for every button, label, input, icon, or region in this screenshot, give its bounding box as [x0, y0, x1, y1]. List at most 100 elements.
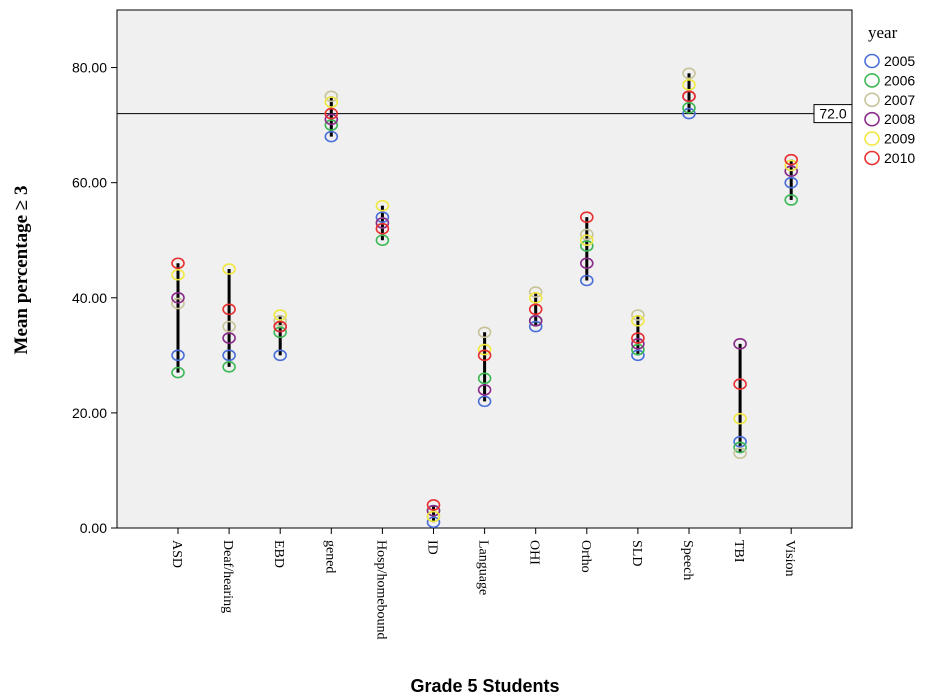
point-2010 — [631, 332, 645, 344]
point-2010 — [477, 349, 492, 362]
point-2006 — [171, 366, 185, 379]
legend-title: year — [868, 23, 898, 42]
point-2008 — [222, 332, 236, 344]
point-2009 — [426, 510, 441, 523]
y-tick-label: 40.00 — [72, 290, 107, 306]
point-2009 — [682, 79, 696, 91]
point-2010 — [273, 320, 288, 333]
plot-area — [116, 9, 853, 529]
point-2010 — [324, 107, 339, 120]
data-points — [171, 67, 799, 529]
x-tick-label: OHI — [527, 540, 542, 565]
x-tick-label: ASD — [169, 540, 184, 568]
point-2008 — [784, 165, 799, 177]
point-2009 — [375, 199, 390, 212]
point-2005 — [682, 107, 696, 120]
point-2009 — [171, 268, 185, 281]
point-2007 — [273, 314, 288, 327]
point-2005 — [733, 435, 747, 448]
point-2005 — [477, 395, 492, 408]
point-2005 — [375, 211, 390, 223]
point-2010 — [579, 211, 594, 223]
y-axis-title: Mean percentage ≥ 3 — [11, 186, 32, 355]
point-2008 — [477, 384, 492, 396]
point-2007 — [528, 286, 543, 298]
y-tick-label: 60.00 — [72, 175, 107, 191]
x-tick-label: Speech — [680, 540, 695, 580]
point-2007 — [171, 297, 185, 310]
point-2009 — [324, 96, 339, 108]
point-2010 — [733, 378, 747, 390]
legend-label-2006: 2006 — [884, 72, 915, 88]
point-2007 — [631, 309, 645, 321]
legend-marker-2010 — [864, 150, 880, 166]
x-tick-label: Vision — [782, 540, 797, 577]
point-2010 — [784, 153, 799, 166]
point-2009 — [222, 263, 236, 275]
point-2005 — [426, 516, 441, 529]
point-2009 — [631, 314, 645, 327]
y-axis: 0.00 20.00 40.00 60.00 80.00 — [72, 60, 117, 536]
point-2009 — [273, 309, 288, 321]
x-tick-label: EBD — [271, 540, 286, 568]
legend-marker-2005 — [864, 53, 880, 69]
point-2007 — [682, 67, 696, 80]
point-2010 — [171, 257, 185, 270]
point-2010 — [528, 303, 543, 316]
point-2006 — [733, 441, 747, 454]
point-2006 — [324, 119, 339, 131]
point-2009 — [528, 291, 543, 304]
legend-label-2005: 2005 — [884, 53, 915, 69]
point-2008 — [375, 217, 390, 229]
legend-label-2009: 2009 — [884, 131, 915, 147]
point-2007 — [579, 228, 594, 241]
point-2006 — [477, 372, 492, 385]
x-axis-title: Grade 5 Students — [410, 676, 559, 696]
x-tick-label: Ortho — [578, 540, 593, 573]
legend-label-2010: 2010 — [884, 150, 915, 166]
reference-line-label: 72.0 — [819, 106, 846, 122]
point-2006 — [579, 240, 594, 252]
point-2005 — [631, 349, 645, 362]
y-tick-label: 80.00 — [72, 60, 107, 76]
point-2005 — [171, 349, 185, 362]
point-2010 — [426, 499, 441, 511]
x-tick-label: TBI — [731, 540, 746, 563]
point-2008 — [171, 291, 185, 304]
point-2006 — [631, 343, 645, 356]
y-tick-label: 20.00 — [72, 405, 107, 421]
point-2005 — [222, 349, 236, 362]
legend-marker-2009 — [864, 131, 880, 146]
point-2007 — [477, 326, 492, 339]
point-2005 — [579, 274, 594, 287]
point-2009 — [733, 412, 747, 425]
legend-marker-2008 — [864, 111, 880, 127]
point-2008 — [528, 314, 543, 327]
reference-line-label-box — [813, 104, 853, 124]
point-2006 — [682, 102, 696, 114]
x-tick-label: Hosp/homebound — [373, 540, 388, 640]
point-2008 — [324, 113, 339, 126]
point-2008 — [733, 338, 747, 350]
x-tick-label: ID — [425, 540, 440, 555]
reference-line-group: 72.0 — [117, 104, 853, 124]
point-2005 — [784, 176, 799, 189]
legend-marker-2007 — [864, 92, 880, 108]
x-tick-label: Language — [476, 540, 491, 595]
point-2010 — [222, 303, 236, 316]
legend-marker-2006 — [864, 73, 880, 88]
point-2009 — [579, 234, 594, 247]
point-2005 — [273, 349, 288, 362]
point-2008 — [631, 338, 645, 350]
point-2010 — [375, 222, 390, 235]
point-2005 — [528, 320, 543, 333]
x-tick-label: SLD — [629, 540, 644, 566]
legend-label-2008: 2008 — [884, 111, 915, 127]
point-2008 — [426, 504, 441, 517]
point-2008 — [579, 257, 594, 270]
x-axis: ASD Deaf/hearing EBD gened Hosp/homebound ID L… — [169, 528, 797, 640]
point-2009 — [784, 159, 799, 172]
point-2006 — [222, 361, 236, 373]
point-2007 — [733, 447, 747, 459]
